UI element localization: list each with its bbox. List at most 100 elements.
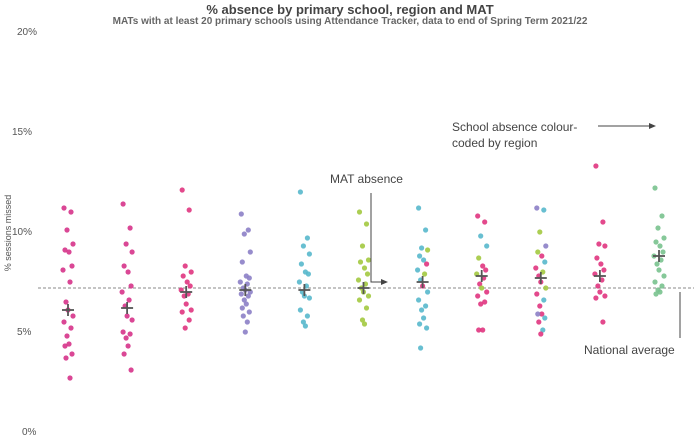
school-point — [306, 295, 312, 301]
school-point — [416, 297, 422, 303]
school-point — [62, 343, 68, 349]
school-point — [183, 301, 189, 307]
school-point — [246, 309, 252, 315]
school-point — [123, 241, 129, 247]
school-point — [247, 249, 253, 255]
school-point — [129, 249, 135, 255]
school-point — [63, 299, 69, 305]
annotation-national: National average — [584, 343, 675, 357]
mat-absence-marker — [534, 272, 547, 284]
school-point — [306, 251, 312, 257]
school-point — [364, 271, 371, 277]
school-point — [239, 305, 245, 311]
mat-absence-marker — [121, 302, 134, 314]
school-point — [124, 313, 130, 319]
school-point — [304, 313, 310, 319]
school-point — [361, 265, 368, 271]
annotation-mat-arrowhead — [381, 279, 388, 285]
school-point — [241, 297, 247, 303]
school-point — [188, 307, 194, 313]
school-point — [475, 213, 481, 219]
school-point — [484, 289, 490, 295]
school-point — [182, 263, 188, 269]
school-point — [188, 269, 194, 275]
school-point — [244, 319, 250, 325]
school-point — [421, 257, 427, 263]
school-point — [120, 329, 126, 335]
annotation-school-line1: School absence colour- — [452, 120, 577, 134]
school-point — [187, 283, 193, 289]
school-point — [66, 249, 72, 255]
school-point — [237, 279, 243, 285]
school-point — [538, 331, 544, 337]
school-point — [416, 205, 422, 211]
school-point — [61, 319, 67, 325]
school-point — [418, 345, 424, 351]
school-point — [361, 321, 368, 327]
mat-absence-markers — [62, 250, 665, 316]
school-point — [536, 319, 542, 325]
mat-absence-marker — [475, 270, 488, 282]
school-point — [298, 261, 304, 267]
school-point — [543, 285, 549, 291]
school-point — [121, 351, 127, 357]
school-point — [543, 243, 549, 249]
school-point — [363, 221, 370, 227]
school-point — [121, 263, 127, 269]
school-point — [542, 259, 548, 265]
school-point — [365, 257, 372, 263]
school-point — [60, 267, 66, 273]
school-point — [484, 243, 490, 249]
school-point — [596, 241, 602, 247]
school-point — [63, 355, 69, 361]
school-point — [541, 207, 547, 213]
school-point — [602, 243, 608, 249]
y-axis-ticks: 20% 15% 10% 5% 0% — [12, 27, 37, 437]
school-point — [128, 283, 134, 289]
school-point — [356, 297, 363, 303]
school-point — [661, 273, 667, 279]
school-point — [186, 317, 192, 323]
school-point — [69, 351, 75, 357]
school-point — [128, 367, 134, 373]
school-point — [125, 343, 131, 349]
school-point — [246, 275, 252, 281]
school-point — [64, 333, 70, 339]
y-tick-label: 10% — [12, 227, 32, 238]
chart-title: % absence by primary school, region and … — [206, 2, 494, 17]
school-point — [297, 189, 303, 195]
y-tick-label: 15% — [12, 127, 32, 138]
mat-absence-marker — [593, 270, 606, 282]
school-point — [123, 335, 129, 341]
school-point — [653, 239, 659, 245]
school-point — [657, 289, 663, 295]
school-point — [356, 209, 363, 215]
school-point — [654, 261, 660, 267]
y-tick-label: 5% — [17, 327, 32, 338]
school-point — [480, 263, 486, 269]
school-point — [296, 279, 302, 285]
school-point — [542, 315, 548, 321]
school-point — [659, 213, 665, 219]
mat-absence-marker — [416, 276, 429, 288]
school-point — [652, 185, 658, 191]
school-point — [67, 279, 73, 285]
school-point — [594, 255, 600, 261]
school-point — [595, 283, 601, 289]
school-point — [302, 323, 308, 329]
school-point — [540, 327, 546, 333]
school-point — [180, 273, 186, 279]
school-point — [539, 311, 545, 317]
school-point — [238, 291, 244, 297]
school-point — [242, 329, 248, 335]
school-point — [179, 187, 185, 193]
school-point — [179, 309, 185, 315]
school-point — [357, 259, 364, 265]
mat-absence-marker — [357, 282, 370, 294]
school-point — [600, 319, 606, 325]
school-point — [534, 291, 540, 297]
school-point — [241, 231, 247, 237]
school-point — [660, 249, 666, 255]
school-point — [68, 325, 74, 331]
school-point — [424, 325, 430, 331]
